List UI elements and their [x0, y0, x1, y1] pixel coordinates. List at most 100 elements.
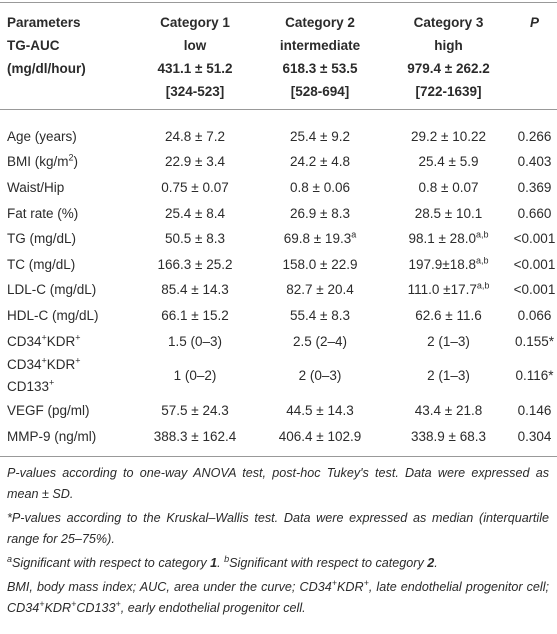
text-run: Significant with respect to category: [229, 555, 428, 570]
table-cell: VEGF (pg/ml): [7, 403, 90, 419]
table-cell: 0.8 ± 0.06: [290, 179, 350, 195]
header-line: high: [434, 38, 463, 53]
footnote: aSignificant with respect to category 1.…: [7, 553, 549, 574]
table-cell: 0.155*: [514, 333, 555, 349]
table-cell: 98.1 ± 28.0a,b: [385, 226, 512, 252]
table-cell: <0.001: [513, 282, 556, 298]
table-cell: 85.4 ± 14.3: [161, 282, 229, 298]
table-cell: <0.001: [513, 231, 556, 247]
table-cell: 50.5 ± 8.3: [165, 231, 225, 247]
superscript: a: [7, 553, 13, 564]
table-cell: 0.146: [517, 403, 552, 419]
table-cell: LDL-C (mg/dL): [7, 282, 97, 298]
table-row: CD34+KDR+ CD133+ 1 (0–2) 2 (0–3) 2 (1–3) 0.11…: [0, 354, 557, 398]
text-run: CD34: [7, 333, 42, 349]
header-line: low: [183, 38, 207, 53]
text-run: .: [217, 555, 225, 570]
text-run: , late endothelial progenitor cell; CD34: [7, 579, 549, 615]
table-cell: 57.5 ± 24.3: [161, 403, 229, 419]
text-run: CD133: [7, 379, 50, 395]
table-cell: 197.9±18.8a,b: [385, 252, 512, 278]
superscript: 2: [68, 152, 74, 163]
table-cell: 338.9 ± 68.3: [411, 428, 486, 444]
superscript: a,b: [475, 229, 489, 240]
table-cell: 0.403: [517, 154, 552, 170]
table-cell: 22.9 ± 3.4: [165, 154, 225, 170]
table-cell: 0.75 ± 0.07: [161, 179, 229, 195]
header-cell: Category 1 low 431.1 ± 51.2 [324-523]: [135, 3, 255, 110]
superscript: +: [115, 598, 121, 609]
header-cell: Parameters TG-AUC (mg/dl/hour): [0, 3, 135, 110]
footnote: *P-values according to the Kruskal–Walli…: [7, 510, 549, 546]
table-cell: 0.266: [517, 128, 552, 144]
table-row: LDL-C (mg/dL) 85.4 ± 14.3 82.7 ± 20.4 111.0…: [0, 278, 557, 304]
table-cell: 0.660: [517, 205, 552, 221]
table-cell: 0.8 ± 0.07: [418, 179, 479, 195]
text-run: KDR: [46, 357, 76, 373]
table-cell: 406.4 ± 102.9: [278, 428, 362, 444]
table-cell: CD34+KDR+: [0, 329, 135, 355]
header-line: (mg/dl/hour): [7, 61, 86, 76]
text-run: .: [434, 555, 438, 570]
text-run: 111.0 ±17.7: [407, 282, 477, 298]
table-row: TC (mg/dL) 166.3 ± 25.2 158.0 ± 22.9 197.9±…: [0, 252, 557, 278]
header-line: 431.1 ± 51.2: [157, 61, 233, 76]
table-cell: 82.7 ± 20.4: [286, 282, 354, 298]
superscript: +: [71, 598, 77, 609]
table-cell: <0.001: [513, 256, 556, 272]
text-run: 69.8 ± 19.3: [283, 231, 352, 247]
table-cell: 69.8 ± 19.3a: [255, 226, 385, 252]
text-run: BMI, body mass index; AUC, area under th…: [7, 579, 332, 594]
text-run: 197.9±18.8: [408, 256, 476, 272]
header-line: [528-694]: [290, 84, 350, 99]
table-cell: Fat rate (%): [7, 205, 79, 221]
table-row: Fat rate (%) 25.4 ± 8.4 26.9 ± 8.3 28.5 ± 1…: [0, 201, 557, 227]
table-cell: 0.304: [517, 428, 552, 444]
table-row: TG (mg/dL) 50.5 ± 8.3 69.8 ± 19.3a 98.1 ± 2…: [0, 226, 557, 252]
cell-line: CD133+: [7, 376, 135, 398]
table-row: CD34+KDR+ 1.5 (0–3) 2.5 (2–4) 2 (1–3) 0.155*: [0, 329, 557, 355]
table-cell: BMI (kg/m2): [0, 150, 135, 176]
table-cell: TG (mg/dL): [7, 231, 77, 247]
header-line: Category 2: [285, 15, 355, 30]
superscript: +: [39, 598, 45, 609]
text-run: CD133: [76, 600, 116, 615]
table-cell: 1 (0–2): [173, 368, 217, 384]
cell-line: CD34+KDR+: [7, 354, 135, 376]
table-cell: 2.5 (2–4): [292, 333, 348, 349]
table-row: MMP-9 (ng/ml) 388.3 ± 162.4 406.4 ± 102.9 3…: [0, 424, 557, 457]
header-line: 618.3 ± 53.5: [282, 61, 358, 76]
table-cell: 24.2 ± 4.8: [290, 154, 350, 170]
table-cell: Waist/Hip: [7, 179, 65, 195]
table-cell: 66.1 ± 15.2: [161, 307, 229, 323]
table-body: Age (years) 24.8 ± 7.2 25.4 ± 9.2 29.2 ± 10…: [0, 110, 557, 457]
header-line: TG-AUC: [7, 38, 60, 53]
header-line: Category 3: [413, 15, 484, 30]
header-row: Parameters TG-AUC (mg/dl/hour) Category 1 lo…: [0, 2, 557, 110]
superscript: +: [75, 355, 81, 366]
superscript: +: [331, 577, 337, 588]
header-line: [722-1639]: [415, 84, 482, 99]
table-cell: 388.3 ± 162.4: [153, 428, 237, 444]
header-cell: Category 3 high 979.4 ± 262.2 [722-1639]: [385, 3, 512, 110]
table-cell: 26.9 ± 8.3: [290, 205, 350, 221]
table-cell: 62.6 ± 11.6: [415, 307, 482, 323]
footnotes: P-values according to one-way ANOVA test…: [0, 457, 557, 619]
table-cell: 29.2 ± 10.22: [411, 128, 486, 144]
header-line: Category 1: [160, 15, 230, 30]
table-cell: TC (mg/dL): [7, 256, 76, 272]
superscript: a,b: [476, 280, 490, 291]
table-header: Parameters TG-AUC (mg/dl/hour) Category 1 lo…: [0, 2, 557, 110]
superscript: b: [224, 553, 230, 564]
table-cell: 158.0 ± 22.9: [282, 256, 358, 272]
bold-text: 2: [427, 555, 435, 570]
text-run: KDR: [44, 600, 72, 615]
table-cell: 28.5 ± 10.1: [414, 205, 483, 221]
table-cell: 0.369: [517, 179, 552, 195]
header-line: P: [529, 15, 539, 30]
text-run: 98.1 ± 28.0: [408, 231, 476, 247]
table-cell: Age (years): [7, 128, 77, 144]
superscript: +: [41, 332, 47, 343]
table-cell: MMP-9 (ng/ml): [7, 428, 97, 444]
